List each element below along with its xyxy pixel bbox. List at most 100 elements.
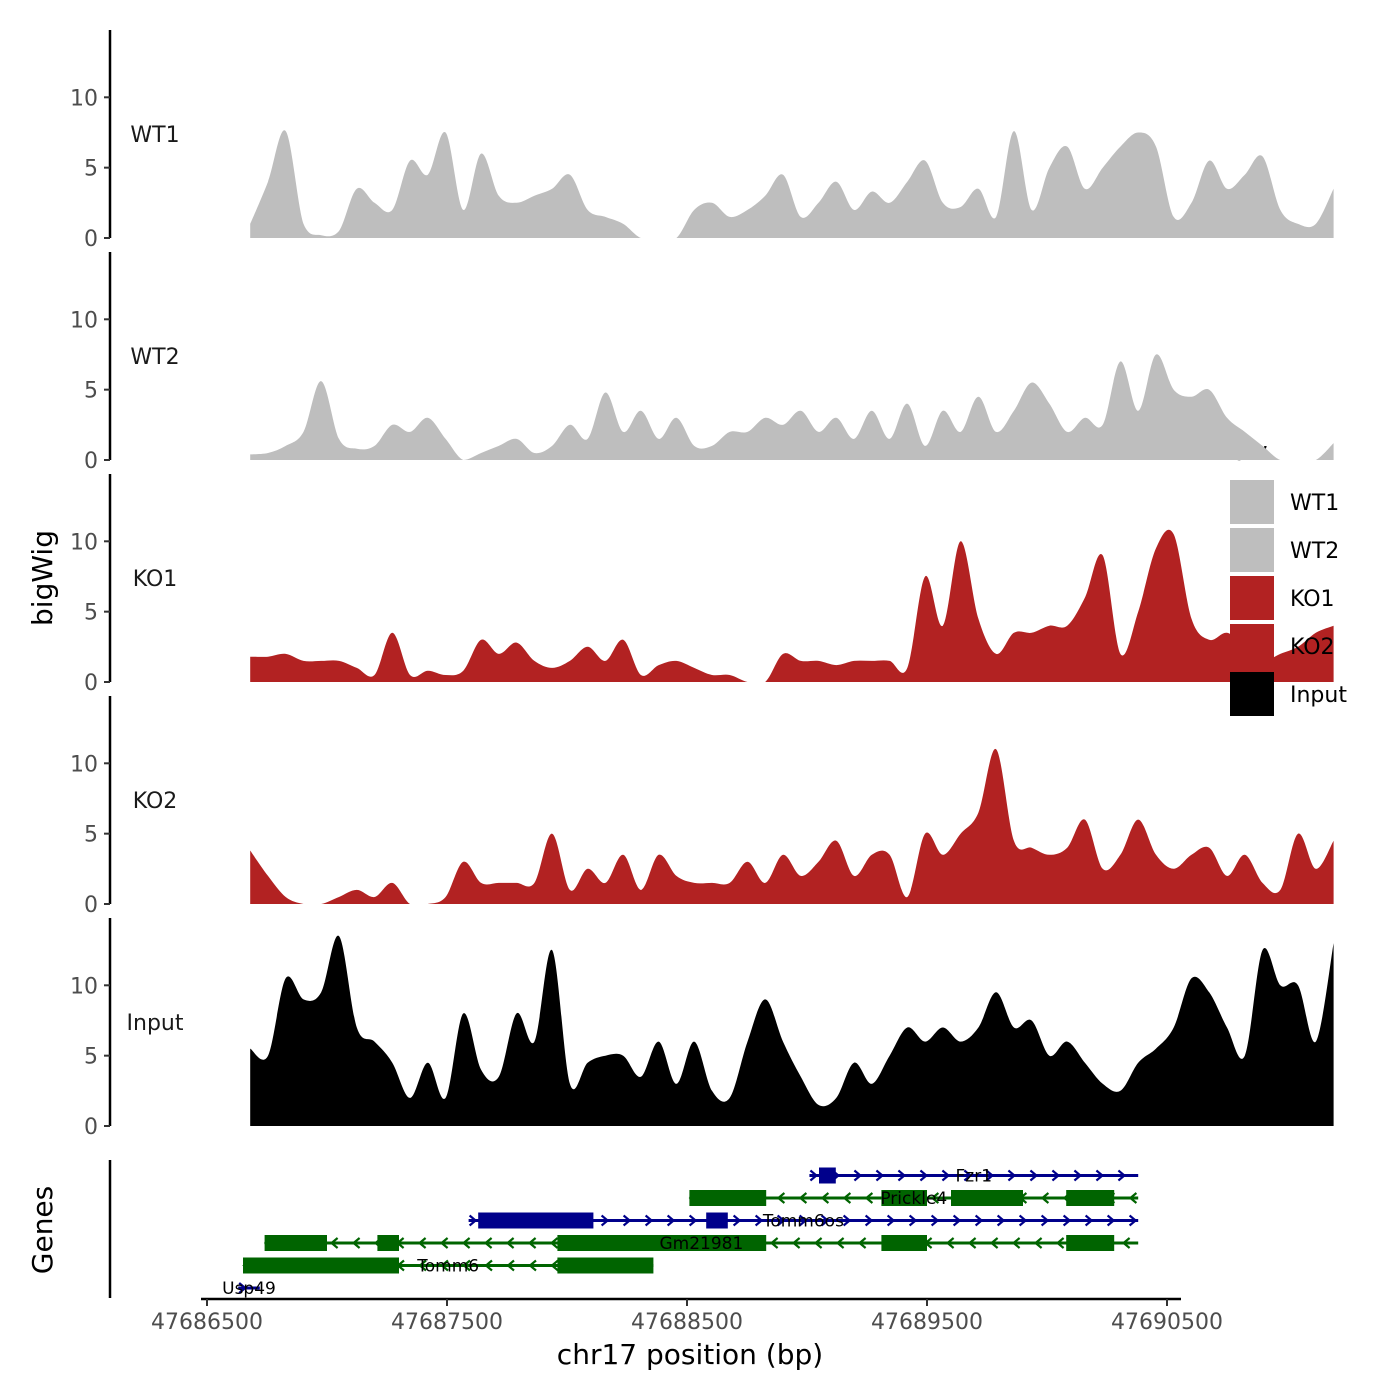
panel-ko2: 0 5 10 KO2: [70, 696, 1334, 918]
strand-arrow: [418, 1259, 427, 1272]
panel-label: Input: [127, 1011, 184, 1036]
legend-label: WT2: [1290, 539, 1339, 564]
gene-gm21981: Gm21981: [263, 1234, 1139, 1254]
y-tick-label: 10: [70, 530, 98, 555]
y-tick-label: 0: [84, 893, 98, 918]
strand-arrow: [1095, 1169, 1105, 1182]
strand-arrow: [483, 1237, 493, 1249]
strand-arrow: [857, 1237, 867, 1249]
strand-arrow: [622, 1214, 632, 1227]
strand-arrow: [1033, 1237, 1043, 1249]
area-wt2: [250, 354, 1334, 460]
legend-label: KO2: [1290, 635, 1335, 660]
strand-arrow: [1084, 1214, 1094, 1227]
legend-label: WT1: [1290, 491, 1339, 516]
y-tick-label: 5: [84, 379, 98, 404]
strand-arrow: [468, 1214, 478, 1227]
y-tick-label: 0: [84, 227, 98, 252]
y-tick-label: 5: [84, 1045, 98, 1070]
legend-item-ko1: KO1: [1230, 576, 1335, 620]
strand-arrow: [1128, 1192, 1138, 1204]
genes-axis-label: Genes: [26, 1186, 59, 1274]
strand-arrow: [996, 1214, 1006, 1227]
legend-label: Input: [1290, 683, 1347, 708]
area-ko2: [250, 748, 1334, 904]
strand-arrow: [798, 1192, 808, 1204]
strand-arrow: [550, 1259, 559, 1272]
y-tick-label: 10: [70, 752, 98, 777]
legend-swatch: [1230, 576, 1274, 620]
y-tick-label: 0: [84, 671, 98, 696]
strand-arrow: [864, 1192, 874, 1204]
x-tick-label: 47687500: [391, 1310, 503, 1335]
strand-arrow: [506, 1259, 515, 1272]
legend-label: KO1: [1290, 587, 1335, 612]
x-tick-label: 47689500: [871, 1310, 983, 1335]
y-axis-label: bigWig: [26, 530, 59, 626]
strand-arrow: [1121, 1237, 1131, 1249]
strand-arrow: [440, 1259, 449, 1272]
legend-swatch: [1230, 672, 1274, 716]
y-tick-label: 0: [84, 1115, 98, 1140]
gene-label: Gm21981: [659, 1234, 743, 1254]
strand-arrow: [1106, 1214, 1116, 1227]
strand-arrow: [908, 1214, 918, 1227]
x-axis-label: chr17 position (bp): [557, 1338, 823, 1371]
y-tick-label: 5: [84, 601, 98, 626]
strand-arrow: [941, 1169, 951, 1182]
strand-arrow: [1051, 1169, 1061, 1182]
gene-track-panel: Fzr1 Prickle4 Tomm6os Gm21981 Tomm6 Usp49: [108, 1160, 1139, 1299]
strand-arrow: [484, 1259, 493, 1272]
strand-arrow: [776, 1192, 786, 1204]
gene-label: Fzr1: [956, 1167, 993, 1187]
legend-item-ko2: KO2: [1230, 624, 1335, 668]
x-axis: 47686500 47687500 47688500 47689500 47690500: [151, 1297, 1223, 1335]
strand-arrow: [238, 1282, 247, 1294]
panel-ko1: 0 5 10 KO1: [70, 474, 1334, 696]
panel-label: KO1: [133, 567, 178, 592]
legend-swatch: [1230, 528, 1274, 572]
strand-arrow: [1007, 1169, 1017, 1182]
strand-arrow: [842, 1192, 852, 1204]
panel-label: KO2: [133, 789, 178, 814]
legend-item-wt2: WT2: [1230, 528, 1339, 572]
strand-arrow: [835, 1237, 845, 1249]
exon: [557, 1257, 654, 1274]
gene-label: Prickle4: [880, 1189, 947, 1209]
panel-input: 0 5 10 Input: [70, 918, 1334, 1140]
y-tick-label: 10: [70, 86, 98, 111]
strand-arrow: [985, 1169, 995, 1182]
exon: [881, 1235, 927, 1251]
strand-arrow: [952, 1214, 962, 1227]
strand-arrow: [974, 1214, 984, 1227]
strand-arrow: [820, 1192, 830, 1204]
strand-arrow: [1073, 1169, 1083, 1182]
legend-item-wt1: WT1: [1230, 480, 1339, 524]
panel-label: WT1: [130, 123, 179, 148]
strand-arrow: [886, 1214, 896, 1227]
strand-arrow: [329, 1237, 339, 1249]
strand-arrow: [1062, 1214, 1072, 1227]
strand-arrow: [919, 1169, 929, 1182]
legend-swatch: [1230, 624, 1274, 668]
strand-arrow: [527, 1237, 537, 1249]
strand-arrow: [732, 1214, 742, 1227]
strand-arrow: [930, 1214, 940, 1227]
x-tick-label: 47690500: [1111, 1310, 1223, 1335]
exon: [1066, 1190, 1115, 1206]
strand-arrow: [930, 1192, 940, 1204]
y-tick-label: 10: [70, 974, 98, 999]
legend-item-input: Input: [1230, 672, 1347, 716]
exon: [706, 1212, 728, 1229]
gene-tomm6: Tomm6: [242, 1257, 654, 1277]
strand-arrow: [1011, 1237, 1021, 1249]
panel-label: WT2: [130, 345, 179, 370]
strand-arrow: [1117, 1169, 1127, 1182]
strand-arrow: [967, 1237, 977, 1249]
strand-arrow: [1040, 1192, 1050, 1204]
strand-arrow: [853, 1169, 863, 1182]
strand-arrow: [1029, 1169, 1039, 1182]
strand-arrow: [351, 1237, 361, 1249]
strand-arrow: [461, 1237, 471, 1249]
